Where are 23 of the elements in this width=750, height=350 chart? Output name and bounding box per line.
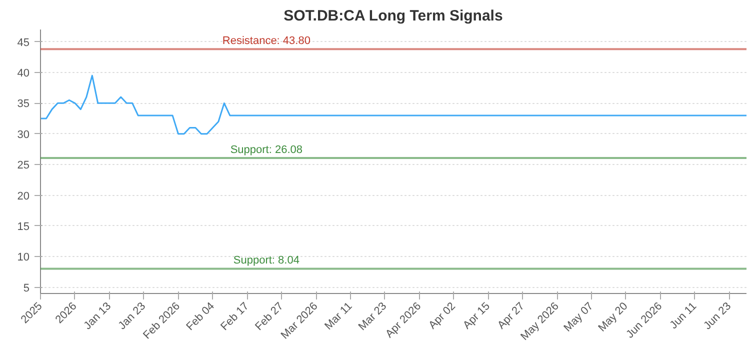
y-tick-label: 35 <box>17 98 30 110</box>
ref-line-label: Support: 8.04 <box>233 254 300 267</box>
y-tick-label: 5 <box>23 282 30 294</box>
x-tick-label: Jun 11 <box>668 300 700 332</box>
y-tick-label: 10 <box>17 252 30 264</box>
x-tick-label: Jan 13 <box>82 300 114 332</box>
y-tick-label: 40 <box>17 67 30 80</box>
y-tick-label: 25 <box>17 160 30 172</box>
ref-line-label: Resistance: 43.80 <box>222 35 310 48</box>
ref-line-label: Support: 26.08 <box>230 144 303 156</box>
x-tick-label: Apr 15 <box>461 300 492 332</box>
x-tick-label: Feb 04 <box>184 300 217 333</box>
chart-title: SOT.DB:CA Long Term Signals <box>284 8 503 24</box>
line-series <box>40 74 746 135</box>
x-tick-label: May 07 <box>562 300 596 334</box>
y-tick-label: 45 <box>17 36 30 49</box>
y-tick-label: 30 <box>17 128 30 141</box>
x-tick-label: Feb 17 <box>218 300 252 333</box>
x-tick-label: Mar 11 <box>322 300 355 332</box>
x-tick-label: Jun 23 <box>702 300 734 332</box>
x-tick-label: Apr 02 <box>426 300 458 332</box>
y-tick-label: 20 <box>17 190 30 202</box>
y-tick-label: 15 <box>17 220 30 233</box>
